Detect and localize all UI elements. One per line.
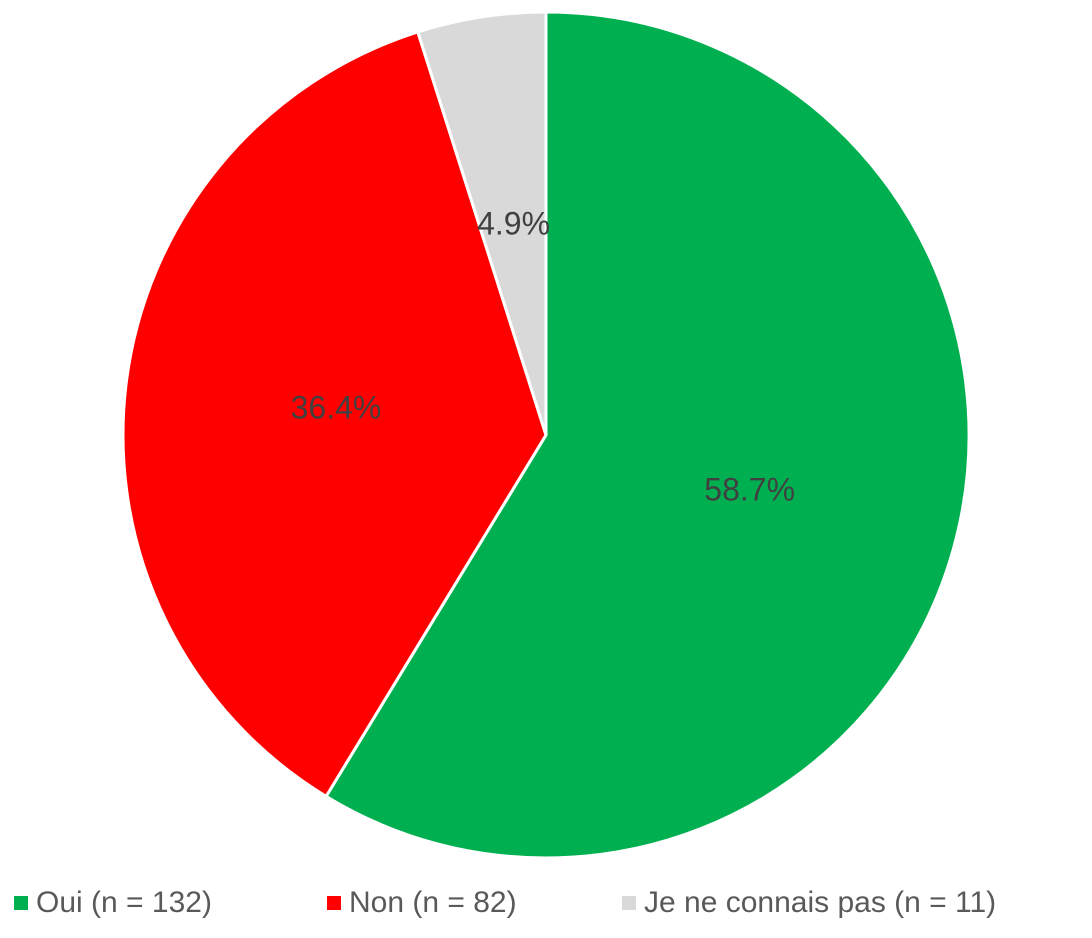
pie-slice bbox=[121, 30, 548, 798]
slice-label: 58.7% bbox=[704, 472, 795, 508]
legend-swatch bbox=[327, 896, 341, 910]
legend-swatch bbox=[14, 896, 28, 910]
slice-label: 36.4% bbox=[291, 389, 382, 425]
legend-label: Non (n = 82) bbox=[349, 886, 517, 919]
pie-slice bbox=[324, 10, 971, 860]
slice-label: 4.9% bbox=[477, 205, 550, 241]
pie-slice bbox=[416, 10, 548, 437]
legend-label: Je ne connais pas (n = 11) bbox=[644, 886, 996, 919]
legend-swatch bbox=[622, 896, 636, 910]
legend-label: Oui (n = 132) bbox=[36, 886, 212, 919]
